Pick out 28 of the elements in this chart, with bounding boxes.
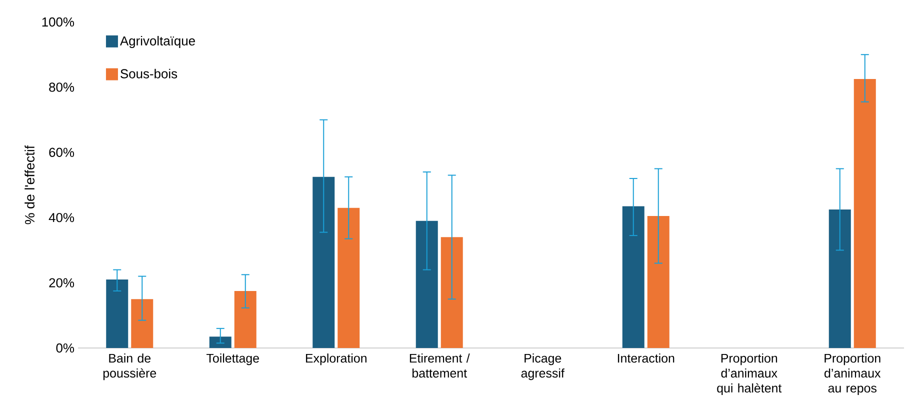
y-tick-label: 0% bbox=[56, 343, 74, 353]
x-tick-label: Proportion d’animaux qui halètent bbox=[717, 354, 782, 396]
bar bbox=[828, 209, 851, 348]
y-tick-label: 60% bbox=[49, 148, 74, 157]
x-tick-label: Exploration bbox=[306, 354, 366, 366]
bar bbox=[416, 220, 438, 348]
y-tick-label: 100% bbox=[42, 17, 74, 27]
x-tick-label: Bain de poussière bbox=[103, 354, 156, 380]
bar bbox=[234, 290, 256, 348]
y-tick-label: 20% bbox=[49, 278, 74, 288]
y-tick-label: 80% bbox=[49, 82, 74, 92]
bar bbox=[209, 336, 232, 348]
bar bbox=[647, 216, 670, 348]
bar bbox=[131, 299, 154, 348]
bar bbox=[312, 176, 335, 348]
legend-label: Sous-bois bbox=[120, 68, 178, 78]
x-tick-label: Toilettage bbox=[206, 354, 259, 366]
x-tick-label: Picage agressif bbox=[521, 354, 564, 380]
legend-label: Agrivoltaïque bbox=[120, 36, 195, 48]
x-tick-label: Proportion d’animaux au repos bbox=[824, 354, 881, 396]
bar bbox=[338, 208, 360, 348]
bar bbox=[106, 280, 128, 348]
bar bbox=[622, 206, 644, 348]
x-tick-label: Etirement / battement bbox=[410, 354, 470, 378]
y-tick-label: 40% bbox=[48, 213, 74, 222]
x-tick-label: Interaction bbox=[618, 354, 674, 363]
y-axis-title: % de l'effectif bbox=[24, 145, 35, 224]
bar bbox=[854, 79, 876, 348]
